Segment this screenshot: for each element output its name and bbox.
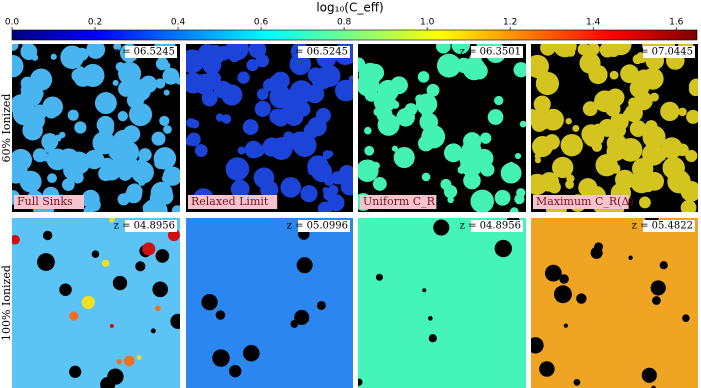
colorbar-tick-label: 1.2 (503, 18, 517, 28)
panel (12, 218, 180, 388)
colorbar-tick-label: 1.6 (669, 18, 684, 28)
redshift-label: z = 05.0996 (287, 221, 348, 232)
row-label: 100% Ionized (0, 265, 13, 341)
panel-label: Uniform C_R (363, 195, 436, 208)
panel-label: Maximum C_R(Δ) (536, 195, 634, 208)
colorbar-tick-label: 1.4 (586, 18, 601, 28)
redshift-label: z = 04.8956 (460, 221, 521, 232)
colorbar-tick-label: 0.4 (171, 18, 186, 28)
panel (12, 44, 180, 212)
colorbar-label: log₁₀(C_eff) (316, 1, 383, 15)
panel (358, 44, 526, 212)
panel-label: Full Sinks (17, 195, 73, 208)
panel (186, 218, 353, 388)
colorbar-tick-label: 0.8 (337, 18, 352, 28)
colorbar-tick-label: 1.0 (420, 18, 435, 28)
panel-label: Relaxed Limit (191, 195, 269, 208)
redshift-label: z = 06.5245 (114, 47, 175, 58)
redshift-label: z = 04.8956 (114, 221, 175, 232)
redshift-label: z = 06.5245 (287, 47, 348, 58)
panel (531, 218, 698, 388)
redshift-label: z = 05.4822 (632, 221, 693, 232)
redshift-label: z = 06.3501 (460, 47, 521, 58)
colorbar-tick-label: 0.0 (5, 18, 20, 28)
panel (186, 44, 353, 212)
colorbar-tick-label: 0.2 (88, 18, 102, 28)
redshift-label: z = 07.0445 (632, 47, 693, 58)
panel (531, 44, 698, 212)
panel (358, 218, 526, 388)
colorbar (11, 29, 698, 41)
row-label: 60% Ionized (0, 94, 13, 163)
colorbar-tick-label: 0.6 (254, 18, 269, 28)
